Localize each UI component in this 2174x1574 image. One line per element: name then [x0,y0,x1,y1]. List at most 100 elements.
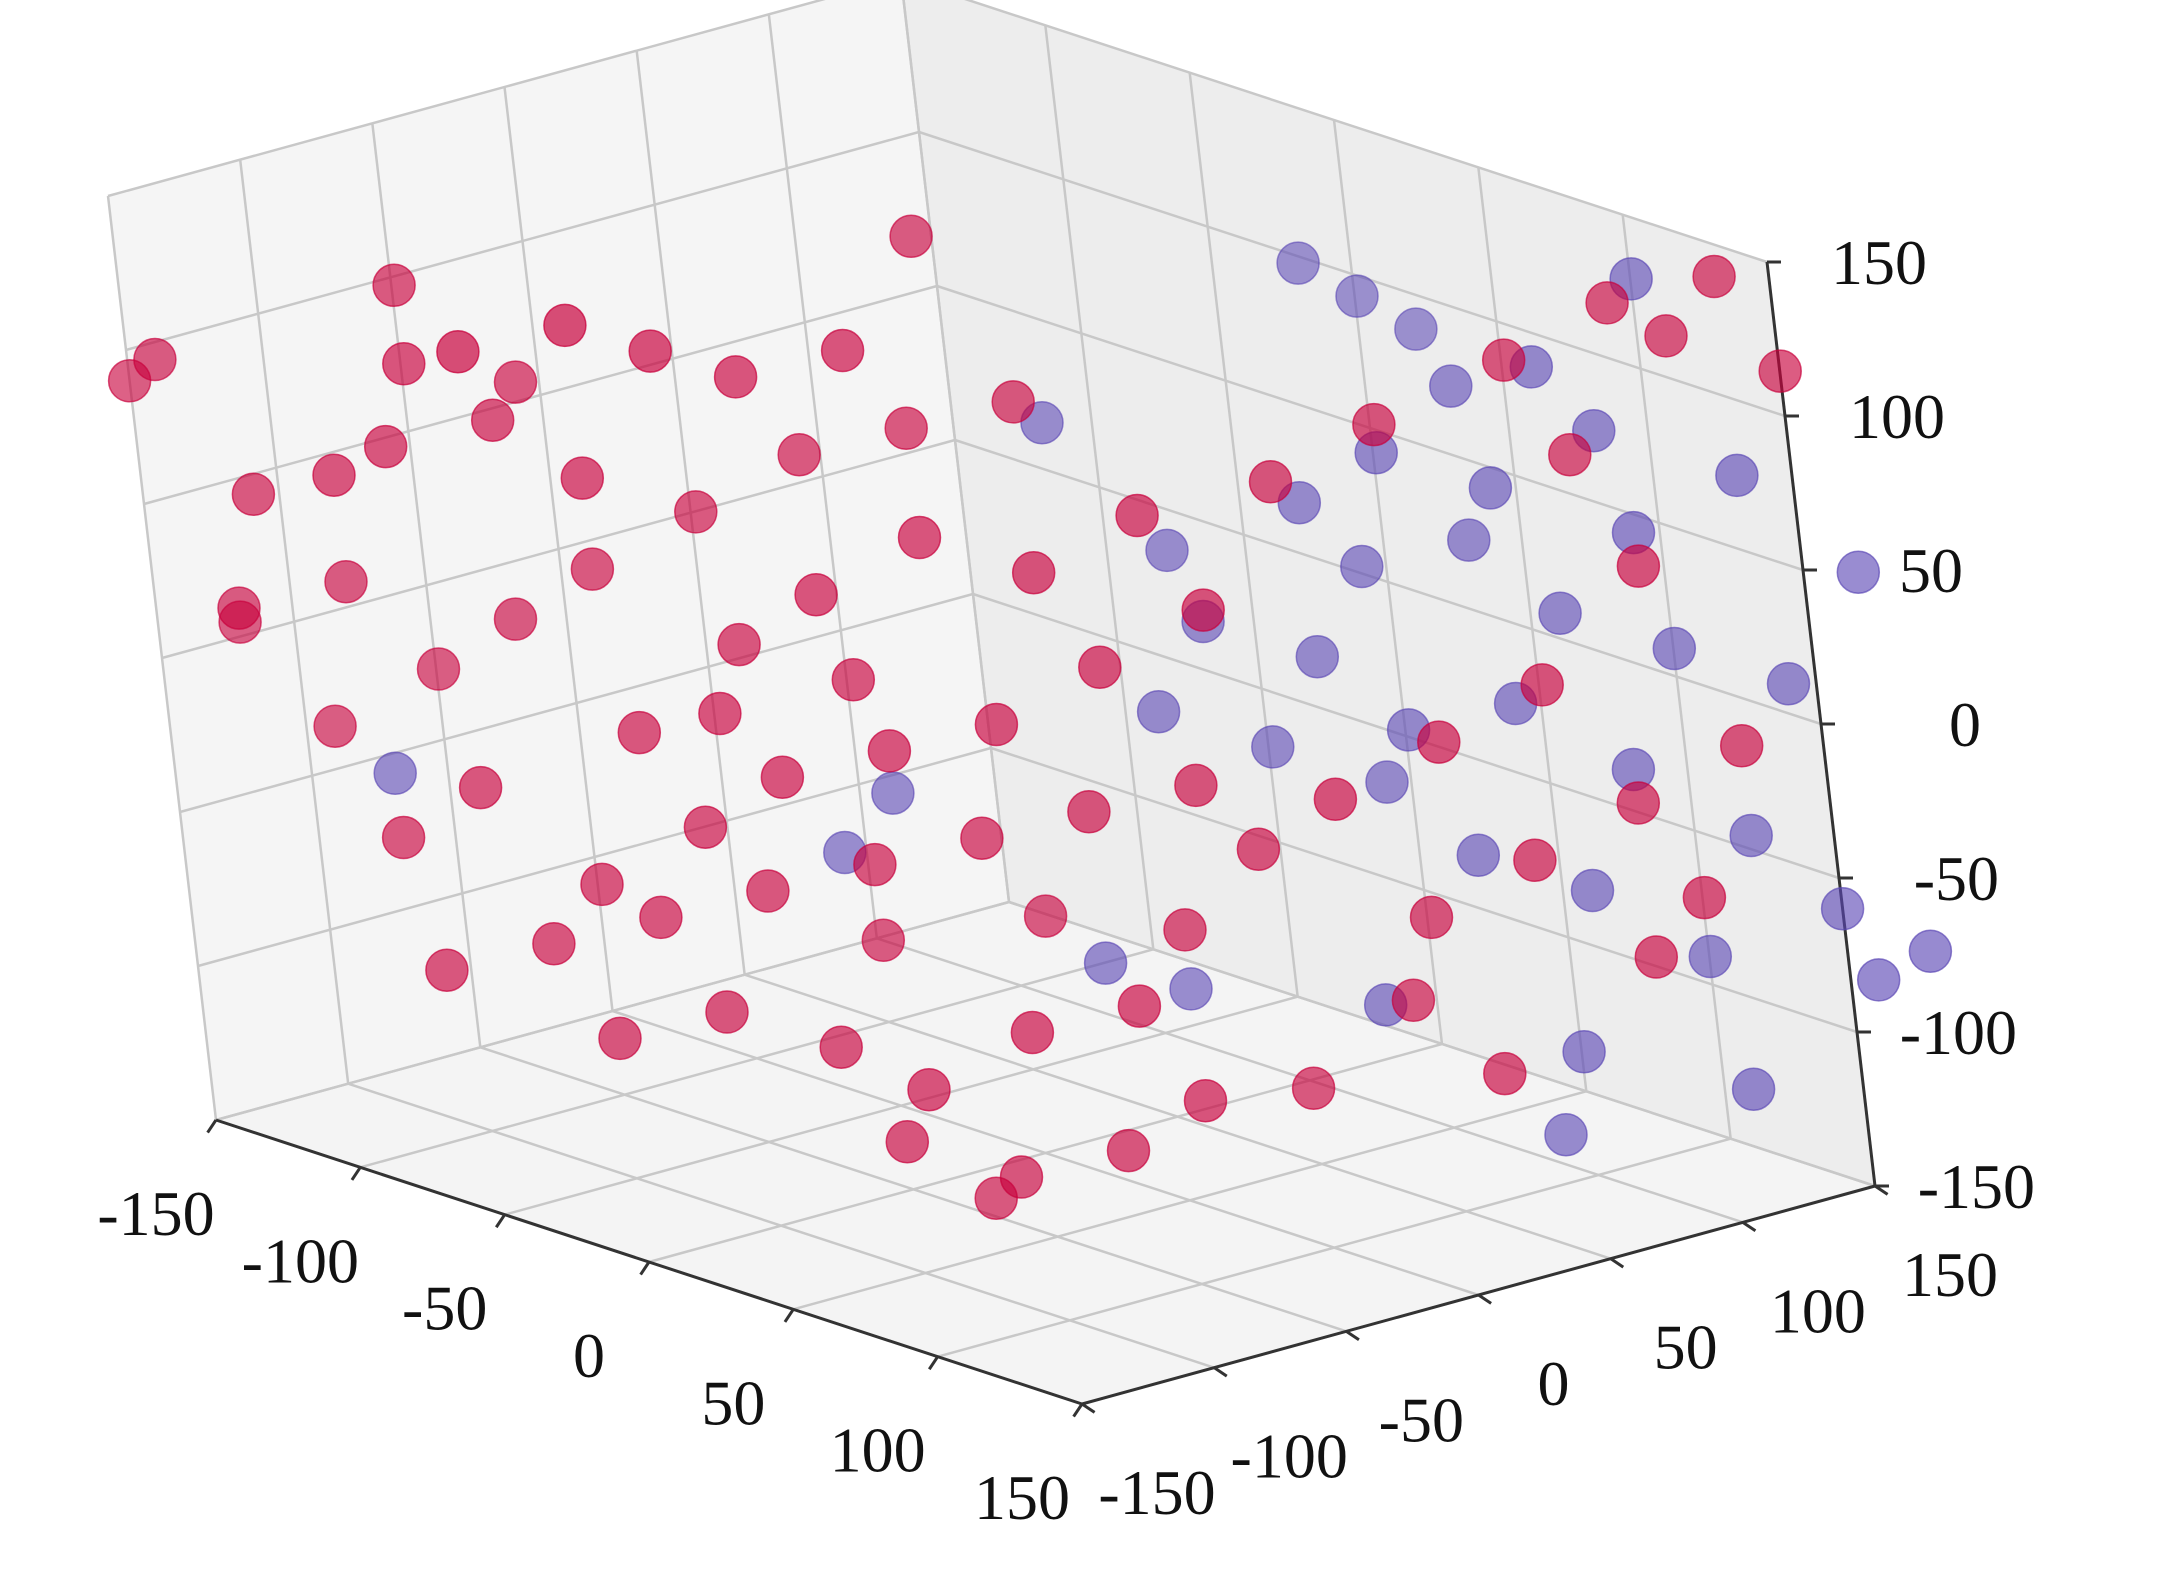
scatter-point [1010,1010,1055,1055]
scatter-point [746,869,790,913]
x-tick-mark [495,1213,506,1229]
scatter-point [470,398,515,442]
grid-line-backwall-z [954,438,1822,726]
scatter-point [1692,254,1736,299]
scatter-point [1483,1051,1527,1096]
y-tick-label: -50 [1379,1384,1464,1455]
y-tick-label: 0 [1538,1348,1570,1419]
grid-line-floor-y [612,1009,1479,1297]
scatter-point [831,658,876,702]
z-tick-label: -150 [1918,1151,2035,1222]
scatter-point [1106,1128,1151,1173]
scatter-point [683,805,728,849]
scatter-point [1570,868,1615,913]
grid-line-leftwall-z [125,130,920,352]
scatter-point [1616,544,1661,588]
scatter-point [1715,453,1759,498]
scatter-point [1548,432,1592,477]
scatter-point [713,355,758,399]
scatter-point [1365,760,1409,804]
scatter-point [373,751,417,796]
scatter-point [231,472,276,517]
scatter-point [1688,934,1733,979]
scatter-point [1335,274,1379,318]
data-points [107,214,1953,1221]
scatter-point [1468,466,1513,510]
scatter-point [1145,528,1189,573]
scatter-point [532,922,576,966]
scatter-point [698,691,742,736]
scatter-point [1409,895,1454,940]
scatter-point [897,515,942,560]
left-wall-pane [108,0,1009,1120]
scatter-point [560,456,605,500]
grid-line-leftwall-z [143,284,938,506]
scatter-point [639,895,683,940]
scatter-point [570,547,615,591]
scatter-point [820,328,865,373]
scatter-point [1520,663,1564,707]
scatter-point [313,704,357,748]
scatter-point [436,330,480,374]
scatter-point [493,360,538,404]
scatter-point [777,432,821,477]
scatter-point [1078,645,1122,690]
z-tick-label: 150 [1831,227,1927,298]
scatter-point [382,341,426,386]
scatter-point [884,406,928,451]
y-tick-mark [1345,1330,1360,1341]
scatter-point [1456,833,1501,878]
scatter-point [974,702,1019,747]
x-tick-label: 50 [701,1367,765,1438]
grid-line-floor-y [744,973,1612,1260]
scatter-point [1429,364,1473,408]
y-tick-mark [1213,1366,1228,1378]
scatter-point [1313,777,1358,822]
scatter-point [1820,887,1865,931]
scatter-point [760,755,805,800]
scatter-point [1585,281,1629,325]
z-tick-label: 100 [1849,381,1945,452]
scatter-point [1652,626,1697,671]
grid-line-leftwall-z [197,746,992,968]
grid-line-floor-y [479,1046,1347,1333]
scatter-point [1117,984,1162,1028]
scatter-point [960,816,1004,860]
scatter-point [1391,978,1436,1023]
scatter-point [1417,720,1461,764]
y-tick-label: -100 [1231,1421,1348,1492]
grid-line-backwall-z [918,130,1786,418]
y-tick-mark [1742,1221,1757,1232]
scatter-point [999,1155,1044,1199]
scatter-point [363,424,408,469]
grid-line-floor-y [347,1082,1215,1369]
axis-lines [206,260,1889,1418]
scatter-point [617,710,662,755]
x-tick-label: -150 [97,1178,214,1249]
scatter-point [674,490,718,534]
y-tick-label: 100 [1770,1275,1866,1346]
scatter-point [1236,827,1281,871]
x-tick-mark [1072,1403,1084,1418]
scatter-point [1758,349,1802,393]
x-tick-mark [639,1261,651,1276]
y-tick-mark [1081,1402,1096,1414]
scatter-point [907,1067,951,1112]
scatter-point [1163,908,1207,952]
x-tick-mark [928,1355,939,1371]
scatter-point [580,862,624,907]
scatter-point [425,948,469,992]
scatter-point [1340,544,1384,589]
x-tick-mark [206,1119,218,1134]
scatter-point [1291,1066,1336,1111]
scatter-point [1067,790,1111,834]
z-tick-label: -50 [1914,843,1999,914]
scatter-point [1766,661,1811,706]
scatter-point [1295,634,1340,679]
grid-line-backwall-z [1008,900,1876,1188]
grid-line-leftwall-z [107,0,826,198]
x-tick-label: 0 [573,1320,605,1391]
scatter-point [598,1016,642,1061]
scatter-point [458,765,503,810]
scatter-point [1394,307,1438,351]
